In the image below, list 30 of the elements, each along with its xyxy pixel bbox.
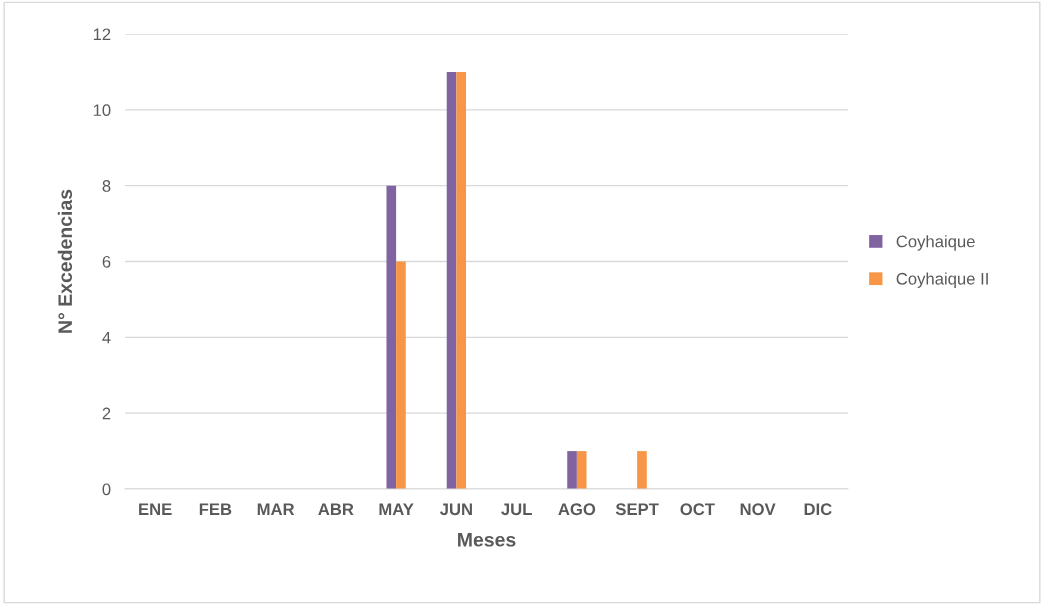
x-tick-label: JUN: [439, 503, 472, 516]
x-tick-label: AGO: [558, 503, 596, 516]
y-tick-label: 12: [93, 28, 111, 41]
bar: [446, 71, 457, 489]
bar: [456, 71, 467, 489]
x-tick-label: FEB: [199, 503, 232, 515]
y-tick-label: 10: [93, 104, 111, 117]
bar: [637, 451, 647, 489]
x-tick-label: ENE: [139, 503, 172, 515]
legend-label: Coyhaique II: [896, 272, 988, 288]
y-tick-label: 8: [102, 180, 111, 192]
legend-label: Coyhaique: [896, 235, 975, 251]
x-tick-label: MAY: [379, 503, 414, 515]
bar: [567, 451, 577, 489]
y-tick-label: 4: [102, 331, 111, 344]
y-tick-label: 2: [102, 407, 111, 420]
y-axis-title: N° Excedencias: [57, 189, 73, 333]
y-tick-label: 0: [102, 483, 111, 496]
y-tick-label: 6: [102, 255, 111, 268]
bar: [386, 185, 397, 489]
x-tick-label: ABR: [318, 503, 354, 515]
bar: [576, 451, 587, 489]
x-tick-label: OCT: [680, 503, 715, 516]
x-tick-label: DIC: [804, 503, 832, 516]
bar: [396, 261, 406, 489]
x-tick-label: JUL: [501, 503, 532, 516]
x-axis-title: Meses: [458, 533, 516, 547]
x-tick-label: MAR: [257, 503, 295, 515]
x-tick-label: NOV: [740, 503, 776, 516]
x-tick-label: SEPT: [615, 503, 659, 516]
